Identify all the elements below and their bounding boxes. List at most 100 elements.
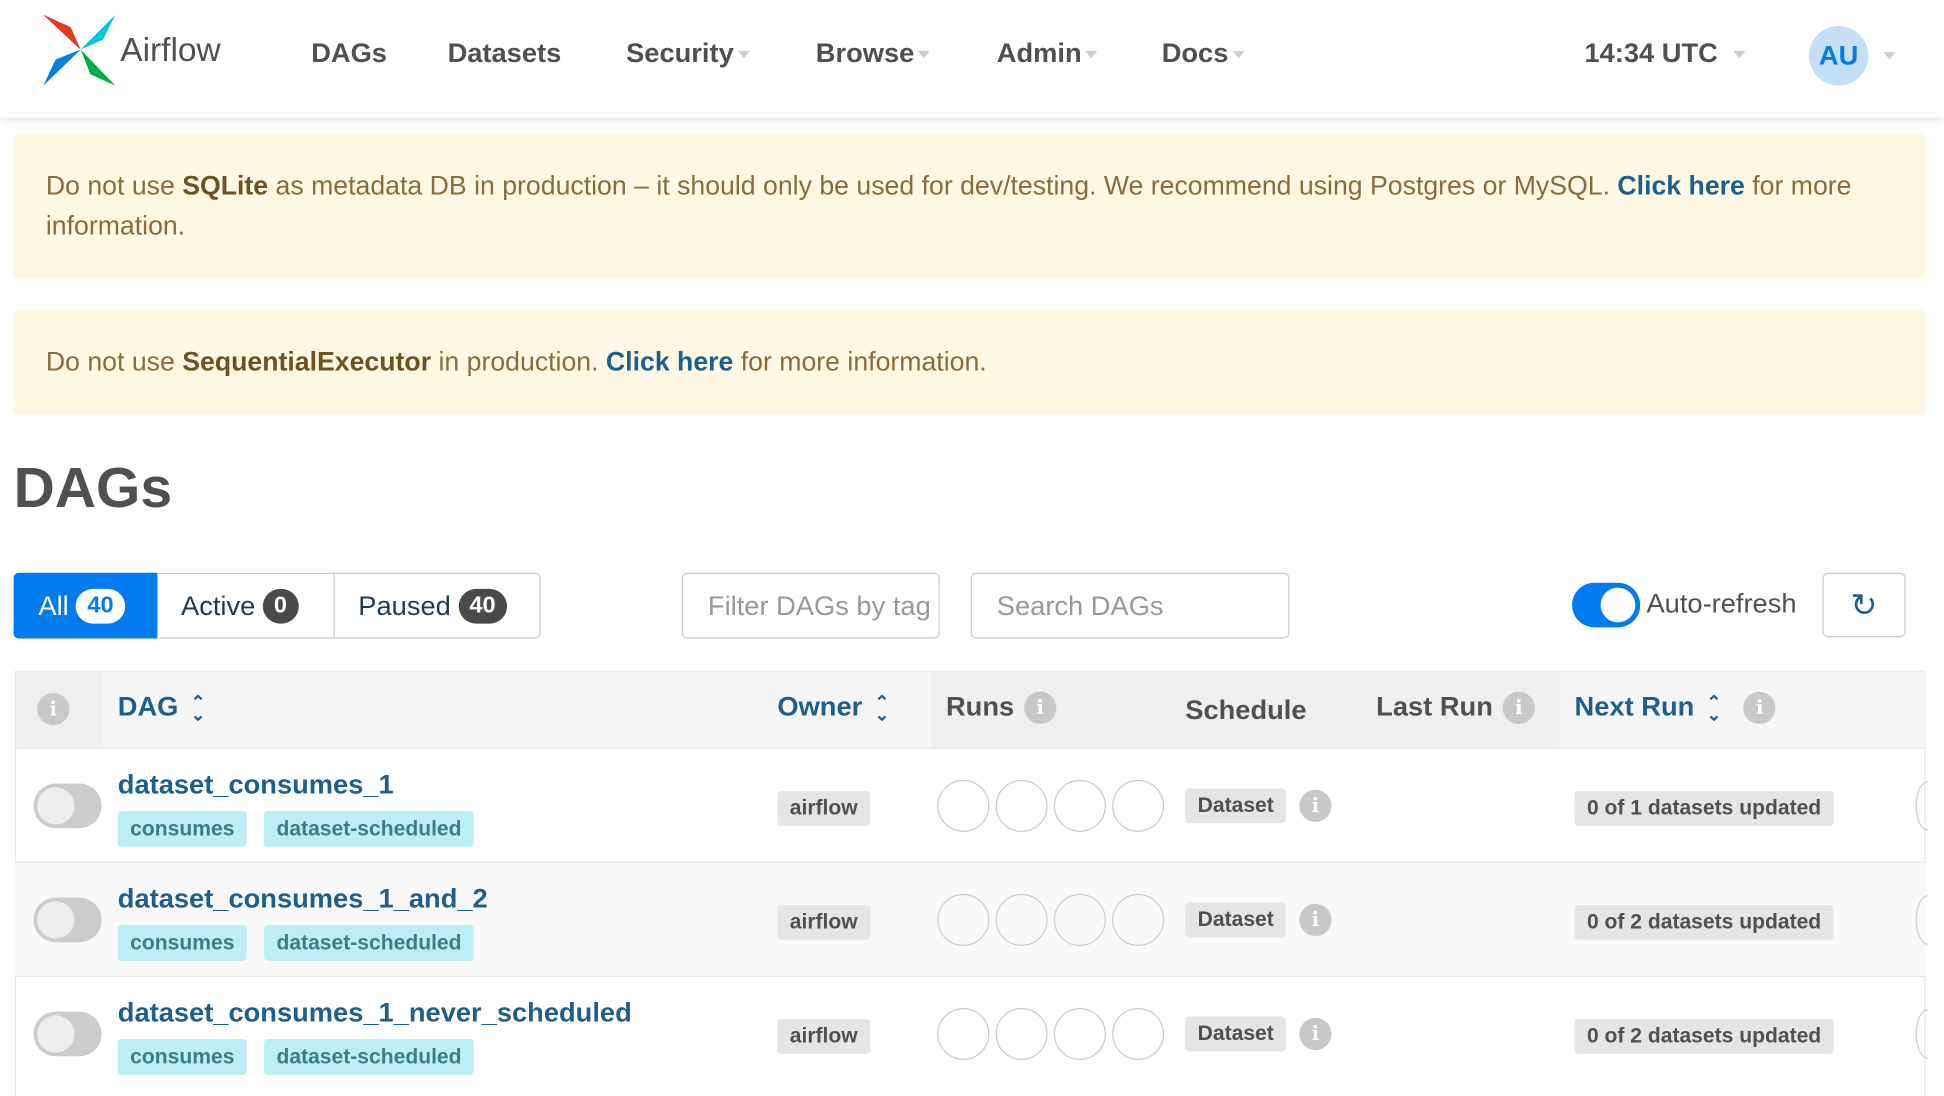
- filter-all-button[interactable]: All 40: [13, 572, 158, 639]
- caret-down-icon: [737, 51, 750, 59]
- filter-paused-button[interactable]: Paused 40: [333, 572, 541, 639]
- dag-link[interactable]: dataset_consumes_1_never_scheduled: [117, 996, 632, 1028]
- next-run-badge[interactable]: 0 of 2 datasets updated: [1574, 905, 1834, 940]
- tag-badge[interactable]: dataset-scheduled: [264, 810, 474, 847]
- run-state-circle[interactable]: [1053, 1007, 1106, 1061]
- nav-admin[interactable]: Admin: [997, 37, 1098, 69]
- alert-bold: SQLite: [182, 171, 269, 201]
- info-icon[interactable]: i: [1502, 692, 1536, 725]
- alert-text: Do not use: [45, 171, 183, 201]
- task-state-circle[interactable]: [1915, 781, 1928, 831]
- alert-text: for more information.: [45, 171, 1852, 241]
- timezone-menu[interactable]: 14:34 UTC: [1584, 37, 1746, 69]
- count-badge: 40: [458, 588, 507, 623]
- run-state-circle[interactable]: [1053, 779, 1106, 832]
- search-dags-input[interactable]: Search DAGs: [970, 572, 1290, 639]
- run-state-circle[interactable]: [1053, 893, 1106, 946]
- tag-badge[interactable]: consumes: [117, 1038, 247, 1075]
- caret-down-icon: [918, 51, 931, 59]
- alert-link[interactable]: Click here: [1617, 171, 1745, 201]
- dag-link[interactable]: dataset_consumes_1: [117, 768, 394, 800]
- column-label: Last Run: [1376, 690, 1493, 722]
- sqlite-warning-alert: Do not use SQLite as metadata DB in prod…: [13, 133, 1926, 278]
- filter-label: Active: [181, 589, 256, 621]
- nav-docs-label: Docs: [1161, 37, 1229, 69]
- schedule-badge[interactable]: Dataset: [1185, 1016, 1287, 1052]
- executor-warning-alert: Do not use SequentialExecutor in product…: [13, 309, 1926, 415]
- user-avatar[interactable]: AU: [1808, 26, 1869, 86]
- caret-down-icon[interactable]: [1883, 52, 1896, 60]
- run-state-circle[interactable]: [995, 779, 1048, 832]
- dag-pause-toggle[interactable]: [33, 897, 102, 943]
- run-state-circle[interactable]: [937, 1007, 990, 1061]
- dag-pause-toggle[interactable]: [33, 783, 102, 829]
- run-state-circle[interactable]: [937, 779, 990, 832]
- info-icon[interactable]: i: [1024, 692, 1057, 725]
- alert-bold: SequentialExecutor: [182, 347, 432, 377]
- nav-datasets[interactable]: Datasets: [447, 37, 562, 69]
- nav-security-label: Security: [626, 37, 734, 69]
- next-run-badge[interactable]: 0 of 1 datasets updated: [1574, 790, 1834, 826]
- nav-browse[interactable]: Browse: [816, 37, 931, 69]
- table-row: dataset_consumes_1_and_2 consumes datase…: [14, 861, 1928, 976]
- owner-badge[interactable]: airflow: [777, 905, 871, 940]
- column-owner[interactable]: Owner ⌃ ⌄: [777, 691, 889, 723]
- count-badge: 0: [262, 588, 299, 623]
- tag-badge[interactable]: dataset-scheduled: [264, 924, 474, 961]
- filter-active-button[interactable]: Active 0: [157, 572, 335, 639]
- run-state-circle[interactable]: [1112, 779, 1165, 832]
- info-icon[interactable]: i: [1299, 1017, 1332, 1051]
- caret-down-icon: [1732, 51, 1746, 59]
- schedule-badge[interactable]: Dataset: [1185, 788, 1287, 824]
- caret-down-icon: [1232, 51, 1245, 59]
- auto-refresh-label: Auto-refresh: [1646, 587, 1797, 619]
- column-next-run[interactable]: Next Run ⌃ ⌄ i: [1575, 691, 1776, 725]
- info-icon[interactable]: i: [37, 693, 70, 726]
- next-run-badge[interactable]: 0 of 2 datasets updated: [1574, 1019, 1834, 1054]
- refresh-button[interactable]: ↻: [1822, 572, 1906, 638]
- column-label: Runs: [945, 690, 1015, 722]
- table-row: dataset_consumes_1 consumes dataset-sche…: [14, 747, 1928, 862]
- task-state-circle[interactable]: [1915, 1009, 1928, 1059]
- alert-text: as metadata DB in production – it should…: [268, 171, 1618, 201]
- airflow-logo-icon[interactable]: [43, 14, 117, 86]
- nav-admin-label: Admin: [996, 37, 1082, 69]
- run-state-circle[interactable]: [1112, 893, 1165, 946]
- tag-badge[interactable]: dataset-scheduled: [264, 1038, 474, 1075]
- column-label: Next Run: [1574, 690, 1695, 722]
- sort-icon: ⌃ ⌄: [190, 692, 206, 725]
- column-dag[interactable]: DAG ⌃ ⌄: [118, 691, 206, 723]
- caret-down-icon: [1085, 51, 1098, 59]
- run-state-circle[interactable]: [995, 1007, 1048, 1061]
- tag-badge[interactable]: consumes: [117, 924, 247, 961]
- alert-link[interactable]: Click here: [605, 347, 734, 377]
- schedule-badge[interactable]: Dataset: [1185, 902, 1287, 938]
- nav-security[interactable]: Security: [626, 37, 750, 69]
- nav-docs[interactable]: Docs: [1162, 37, 1245, 69]
- run-state-circle[interactable]: [937, 893, 990, 946]
- owner-badge[interactable]: airflow: [777, 790, 871, 826]
- brand-name[interactable]: Airflow: [120, 30, 221, 69]
- table-row: dataset_consumes_1_never_scheduled consu…: [14, 975, 1928, 1090]
- info-icon[interactable]: i: [1743, 692, 1776, 725]
- info-icon[interactable]: i: [1299, 903, 1332, 937]
- sort-icon: ⌃ ⌄: [1706, 692, 1722, 725]
- owner-badge[interactable]: airflow: [777, 1019, 871, 1054]
- tag-filter-input[interactable]: Filter DAGs by tag: [681, 572, 940, 639]
- alert-text: in production.: [431, 347, 606, 377]
- nav-dags[interactable]: DAGs: [311, 37, 387, 69]
- auto-refresh-toggle[interactable]: [1572, 582, 1641, 628]
- run-state-circle[interactable]: [995, 893, 1048, 946]
- run-state-circle[interactable]: [1112, 1007, 1165, 1061]
- dag-pause-toggle[interactable]: [33, 1011, 102, 1057]
- info-icon[interactable]: i: [1299, 789, 1332, 822]
- filter-label: All: [38, 589, 69, 621]
- column-last-run: Last Run i: [1376, 690, 1536, 725]
- count-badge: 40: [76, 588, 125, 623]
- tag-badge[interactable]: consumes: [117, 810, 247, 847]
- task-state-circle[interactable]: [1915, 895, 1928, 945]
- dag-link[interactable]: dataset_consumes_1_and_2: [117, 882, 488, 914]
- column-schedule: Schedule: [1185, 694, 1307, 726]
- filter-label: Paused: [358, 589, 451, 621]
- column-label: DAG: [117, 690, 179, 722]
